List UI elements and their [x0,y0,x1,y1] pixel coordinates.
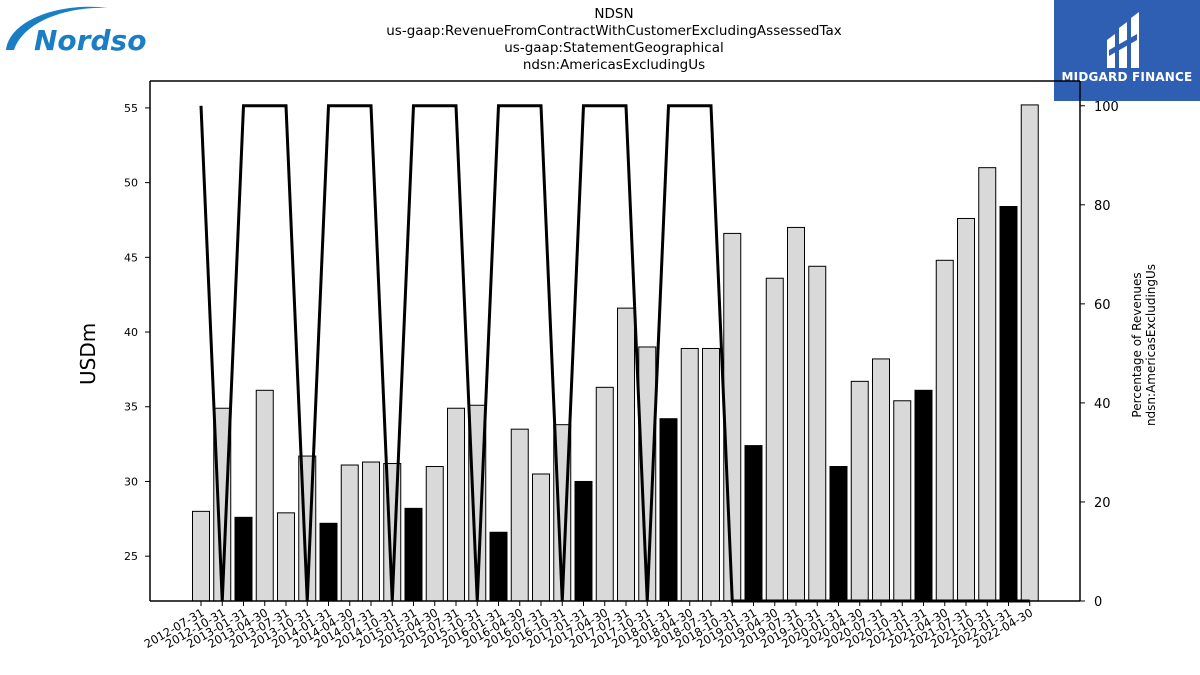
y-axis-right-label: Percentage of Revenues ndsn:AmericasExcl… [1130,235,1158,455]
bar-2014-07-31 [362,461,380,602]
title-ticker: NDSN [594,6,634,22]
bar-2018-01-31 [659,418,678,602]
y-right-tick-label-80: 80 [1094,199,1111,214]
bar-2017-07-31 [617,307,635,602]
bar-2017-04-30 [595,386,614,602]
bar-2012-07-31 [192,510,210,602]
nordson-logo-text: Nordson [34,24,146,56]
bar-2016-01-31 [489,531,508,602]
bar-2015-04-30 [425,466,444,602]
midgard-emblem-icon [1107,12,1139,68]
bar-2019-01-31 [744,445,763,602]
y-axis-label: USDm [76,322,100,385]
y-axis-right-label-line1: Percentage of Revenues [1130,272,1144,418]
chart-title: NDSN us-gaap:RevenueFromContractWithCust… [300,6,928,74]
bar-2021-01-31 [914,389,933,602]
y-tick-label-40: 40 [124,326,138,339]
bar-2014-01-31 [319,522,338,602]
bar-2019-04-30 [765,277,784,602]
bar-2019-07-31 [787,226,805,602]
title-member: ndsn:AmericasExcludingUs [522,57,706,73]
bar-2017-01-31 [574,480,593,602]
bar-2015-07-31 [447,407,465,602]
bar-2018-07-31 [702,347,720,602]
title-axis: us-gaap:StatementGeographical [504,40,724,56]
bar-2022-04-30 [1020,104,1039,602]
bar-2016-04-30 [510,428,529,602]
bar-2021-04-30 [935,259,954,602]
bar-2022-01-31 [999,206,1018,602]
bar-2021-10-31 [978,167,997,602]
y-tick-label-30: 30 [124,475,138,488]
bar-2015-01-31 [404,507,423,602]
nordson-logo: Nordson [4,4,166,57]
bar-2021-07-31 [957,217,975,602]
bar-2018-10-31 [723,232,742,602]
bars-layer [192,104,1039,602]
bar-2018-04-30 [680,347,699,602]
bar-2013-07-31 [277,512,295,602]
y-tick-label-50: 50 [124,177,138,190]
y-tick-label-45: 45 [124,251,138,264]
y-right-tick-label-40: 40 [1094,397,1111,412]
bar-2013-04-30 [255,389,274,602]
y-tick-label-55: 55 [124,102,138,115]
bar-2013-01-31 [234,516,253,602]
y-tick-label-35: 35 [124,401,138,414]
axes-layer: 253035404550550204060801002012-07-312012… [124,80,1119,651]
bar-2014-04-30 [340,464,359,602]
y-tick-label-25: 25 [124,550,138,563]
bar-2020-04-30 [850,380,869,602]
bar-2020-07-31 [872,358,890,602]
y-right-tick-label-100: 100 [1094,100,1119,115]
midgard-finance-logo: MIDGARD FINANCE [1054,0,1200,101]
y-axis-right-label-line2: ndsn:AmericasExcludingUs [1144,263,1158,427]
title-concept: us-gaap:RevenueFromContractWithCustomerE… [386,23,842,39]
midgard-finance-wordmark: MIDGARD FINANCE [1061,70,1193,84]
bar-2020-01-31 [829,466,848,602]
y-right-tick-label-0: 0 [1094,595,1102,610]
bar-2019-10-31 [808,265,827,602]
y-right-tick-label-60: 60 [1094,298,1111,313]
y-right-tick-label-20: 20 [1094,496,1111,511]
bar-2016-07-31 [532,473,550,602]
bar-2020-10-31 [893,400,912,602]
